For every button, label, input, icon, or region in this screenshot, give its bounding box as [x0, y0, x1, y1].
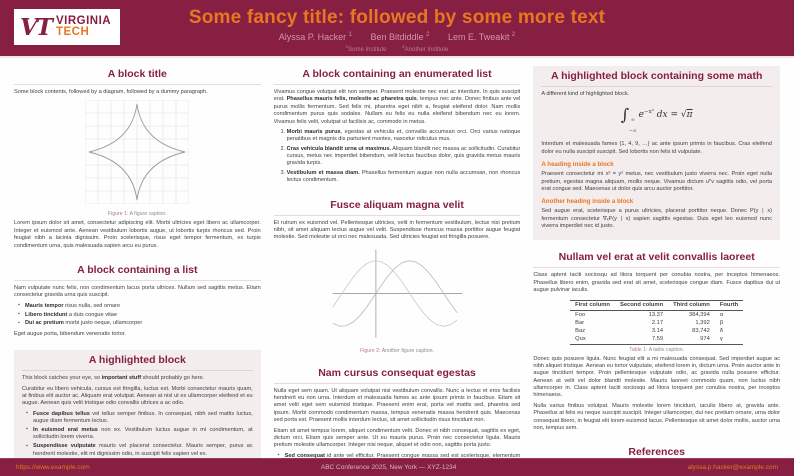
block-title: Nullam vel erat at velit convallis laore…	[533, 249, 781, 269]
block-paragraph: Nulla varius finibus volutpat. Mauris mo…	[533, 402, 781, 431]
block-title: A highlighted block	[22, 352, 253, 372]
table-row: Qux 7.59 974 γ	[570, 334, 744, 345]
block-intro: A different kind of highlighted block.	[541, 91, 630, 97]
author: Ben Bitdiddle 2	[370, 32, 430, 42]
block-title: A block containing an enumerated list	[273, 66, 521, 85]
table-row: Bar 2.17 1,392 β	[575, 319, 724, 326]
list-item: Morbi mauris purus, egestas at vehicula …	[287, 129, 521, 144]
list-item: Fusce dapibus tellus vel tellus semper f…	[26, 410, 253, 426]
figure-caption: Figure 1: A figure caption.	[107, 211, 167, 218]
block-intro: Et rutrum ex euismod vel. Pellentesque u…	[273, 219, 521, 241]
footer-conference-label: ABC Conference 2025, New York — XYZ-1234	[320, 464, 457, 471]
block-paragraph: Donec quis posuere ligula. Nunc feugiat …	[533, 355, 781, 399]
list-item: Libero tincidunt a duis congue vitae	[18, 311, 261, 319]
list-item: Cras vehicula blandit urna ut maximus. A…	[287, 146, 521, 168]
column-2: A block containing an enumerated list Vi…	[273, 66, 521, 460]
block-containing-a-list: A block containing a list Nam vulputate …	[14, 262, 261, 341]
block-paragraph: Nulla eget sem quam. Ut aliquam volutpat…	[273, 387, 521, 424]
table-row: Foo 13.37 384,394 α	[575, 311, 724, 318]
affiliation: 2Another Institute	[402, 44, 449, 53]
sine-plot-image	[331, 249, 462, 338]
footer-url-link[interactable]: https://www.example.com	[16, 464, 90, 471]
block-title: References	[533, 444, 780, 460]
block-title: Nam cursus consequat egestas	[273, 365, 521, 384]
highlighted-math-block: A highlighted block containing some math…	[533, 66, 781, 241]
highlighted-block: A highlighted block This block catches y…	[14, 350, 261, 460]
table-header-row: First column Second column Third column …	[570, 299, 744, 311]
block-references: References [1] Claude E. Shannon. A math…	[533, 444, 780, 460]
poster-header: VT VIRGINIA TECH Some fancy title: follo…	[0, 0, 794, 58]
block-title: A block title	[14, 66, 261, 85]
block-title: A highlighted block containing some math	[541, 68, 773, 87]
block-paragraph: Sed augue erat, scelerisque a purus ultr…	[541, 208, 773, 229]
affiliation: 1Some Institute	[345, 44, 387, 53]
figure-1: Figure 1: A figure caption.	[14, 100, 261, 217]
block-paragraph: Praesent consectetur mi x² = y² metus, n…	[541, 171, 773, 192]
block-title: A block containing a list	[14, 262, 261, 281]
block-outro: Eget augue porta, bibendum venenatis tor…	[14, 330, 126, 337]
vt-monogram-icon: VT	[20, 13, 53, 41]
enumerated-list: Morbi mauris purus, egestas at vehicula …	[274, 129, 521, 185]
bullet-list: Sed consequat id ante vel efficitur. Pra…	[274, 452, 521, 460]
block-paragraph: Lorem ipsum dolor sit amet, consectetur …	[14, 220, 261, 249]
logo-wordmark: VIRGINIA TECH	[55, 14, 112, 39]
block-intro: Nam vulputate nunc felis, non condimentu…	[14, 284, 261, 299]
block-paragraph: Curabitur eu libero vehicula, cursus est…	[22, 385, 253, 407]
list-item: Sed consequat id ante vel efficitur. Pra…	[278, 452, 521, 460]
block-paragraph: This block catches your eye, so importan…	[22, 375, 205, 382]
block-fusce-aliquam: Fusce aliquam magna velit Et rutrum ex e…	[273, 197, 521, 356]
logo-word-tech: TECH	[55, 26, 90, 38]
column-1: A block title Some block contents, follo…	[14, 66, 261, 460]
list-item: Dui ac pretium morbi justo neque, ullamc…	[18, 320, 261, 327]
list-item: Suspendisse vulputate mauris vel placera…	[26, 443, 253, 458]
block-nullam-vel-erat: Nullam vel erat at velit convallis laore…	[533, 249, 781, 435]
footer-email-link[interactable]: alyssa.p.hacker@example.com	[687, 464, 778, 471]
display-equation: ∫ ∞ −∞ e−x² dx = √π	[620, 105, 693, 135]
bullet-list: Mauris tempor risus nulla, sed ornare Li…	[14, 302, 261, 328]
star-plot-image	[85, 100, 190, 205]
table-wrapper: First column Second column Third column …	[533, 299, 780, 345]
poster-footer: https://www.example.com ABC Conference 2…	[0, 458, 794, 476]
block-subheading: A heading inside a block	[541, 161, 614, 169]
data-table: First column Second column Third column …	[570, 299, 744, 345]
list-item: In euismod erat metus non ex. Vestibulum…	[26, 426, 253, 442]
block-nam-cursus: Nam cursus consequat egestas Nulla eget …	[273, 365, 521, 460]
header-center: Some fancy title: followed by some more …	[140, 7, 654, 53]
block-enumerated-list: A block containing an enumerated list Vi…	[273, 66, 521, 188]
block-title: Fusce aliquam magna velit	[273, 197, 521, 216]
list-item: Vestibulum et massa diam. Phasellus ferm…	[287, 170, 521, 185]
block-paragraph: Interdum et malesuada fames {1, 4, 9, …}…	[541, 141, 773, 155]
block-intro: Vivamus congue volutpat elit non semper.…	[273, 89, 521, 125]
authors-line: Alyssa P. Hacker 1 Ben Bitdiddle 2 Lem E…	[140, 32, 654, 42]
block-a-block-title: A block title Some block contents, follo…	[14, 66, 261, 253]
figure-caption: Figure 2: Another figure caption.	[360, 347, 434, 354]
author: Lem E. Tweakit 2	[447, 32, 516, 42]
author: Alyssa P. Hacker 1	[278, 32, 353, 42]
bullet-list: Fusce dapibus tellus vel tellus semper f…	[22, 410, 253, 458]
poster-body: A block title Some block contents, follo…	[0, 58, 794, 460]
poster-title: Some fancy title: followed by some more …	[188, 7, 606, 28]
block-subheading: Another heading inside a block	[541, 198, 634, 206]
block-paragraph: Etiam sit amet tempus lorem, aliquet con…	[273, 427, 521, 449]
logo-word-virginia: VIRGINIA	[55, 14, 112, 27]
affiliations-line: 1Some Institute 2Another Institute	[140, 44, 654, 53]
figure-2: Figure 2: Another figure caption.	[274, 246, 521, 354]
block-intro: Some block contents, followed by a diagr…	[14, 89, 208, 95]
block-paragraph: Class aptent taciti sociosqu ad litora t…	[533, 272, 781, 294]
table-caption: Table 1: A table caption.	[629, 346, 685, 353]
column-3: A highlighted block containing some math…	[533, 66, 781, 460]
vt-logo: VT VIRGINIA TECH	[14, 9, 121, 45]
list-item: Mauris tempor risus nulla, sed ornare	[18, 302, 261, 310]
table-row: Baz 3.14 83,742 δ	[575, 327, 724, 334]
